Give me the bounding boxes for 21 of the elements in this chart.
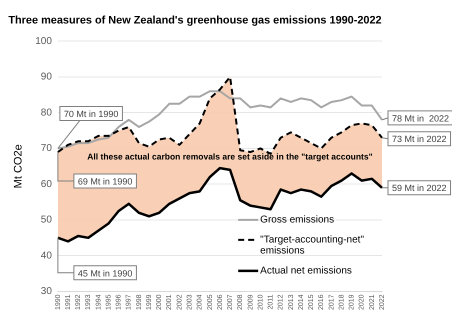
y-tick-label: 30 <box>40 286 52 298</box>
y-tick-label: 40 <box>40 250 52 262</box>
annotation: 45 Mt in 1990 <box>78 268 132 278</box>
y-tick-label: 90 <box>40 72 52 83</box>
annotation: 73 Mt in 2022 <box>392 134 447 144</box>
legend-label: Gross emissions <box>260 214 334 226</box>
annotation: 69 Mt in 1990 <box>78 176 132 186</box>
y-axis-title: Mt CO2e <box>12 144 25 188</box>
legend-label: Actual net emissions <box>260 266 352 277</box>
annotation: 70 Mt in 1990 <box>64 108 118 119</box>
y-tick-label: 100 <box>35 36 52 47</box>
chart-title: Three measures of New Zealand's greenhouse gas emissions 1990-2022 <box>8 14 382 27</box>
annotation: 78 Mt in 2022 <box>392 113 450 124</box>
y-tick-label: 50 <box>40 214 52 226</box>
annotation: All these actual carbon removals are set aside in the "target accounts" <box>87 152 373 162</box>
annotation: 59 Mt in 2022 <box>392 183 447 194</box>
legend-label: "Target-accounting-net" emissions <box>260 234 364 257</box>
line-series <box>56 76 383 155</box>
y-tick-label: 80 <box>40 107 52 118</box>
y-tick-label: 70 <box>40 143 52 154</box>
y-tick-label: 60 <box>40 178 52 190</box>
